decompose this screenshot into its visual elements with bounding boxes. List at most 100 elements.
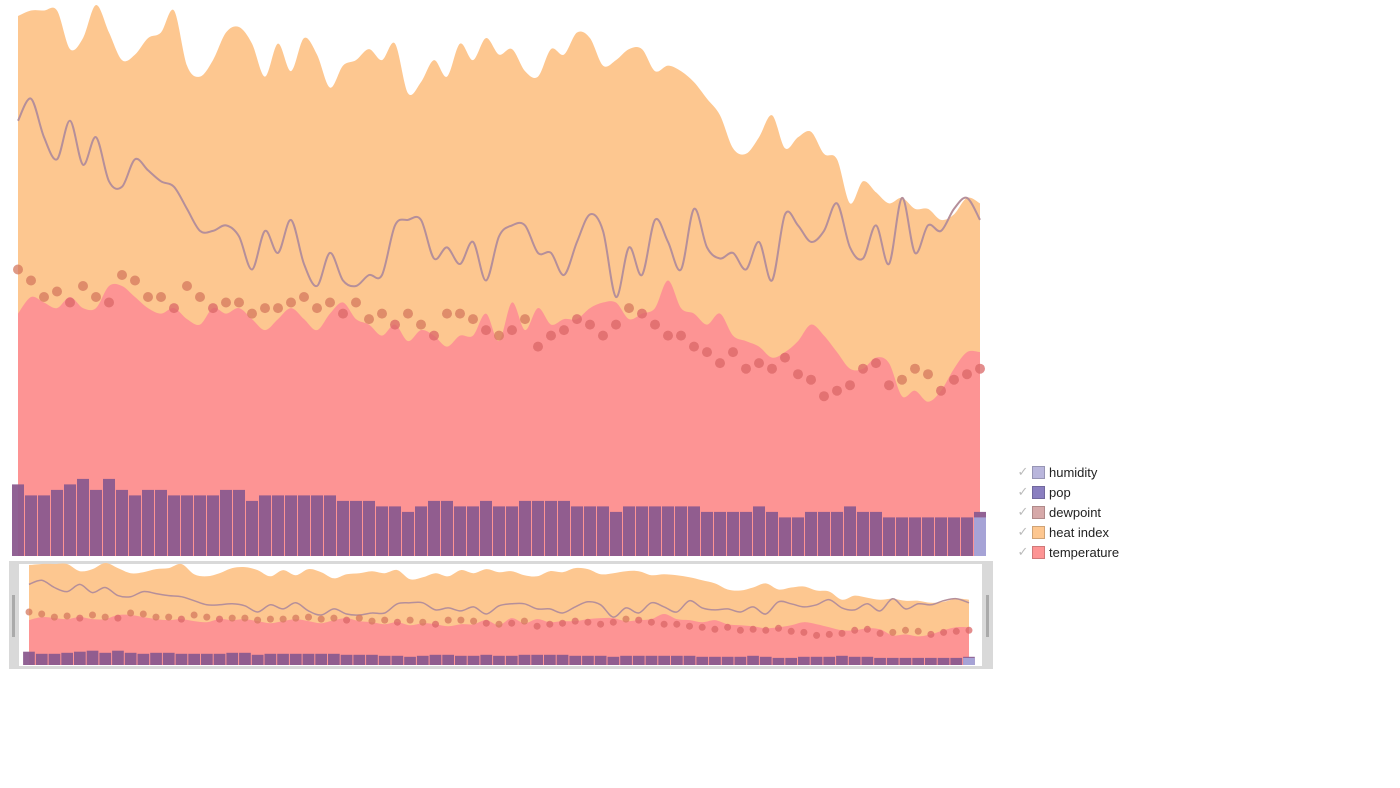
dewpoint-point[interactable] (533, 622, 541, 630)
dewpoint-point[interactable] (13, 264, 23, 275)
dewpoint-point[interactable] (416, 319, 426, 330)
dewpoint-point[interactable] (143, 292, 153, 302)
dewpoint-point[interactable] (286, 297, 296, 308)
dewpoint-point[interactable] (663, 330, 673, 341)
pop-bar[interactable] (935, 517, 947, 556)
pop-bar[interactable] (302, 653, 315, 665)
pop-bar[interactable] (518, 654, 531, 665)
dewpoint-point[interactable] (393, 618, 401, 626)
pop-bar[interactable] (649, 506, 661, 556)
pop-bar[interactable] (353, 654, 366, 665)
pop-bar[interactable] (506, 506, 518, 556)
dewpoint-point[interactable] (39, 292, 49, 302)
dewpoint-point[interactable] (571, 617, 579, 625)
dewpoint-point[interactable] (266, 615, 274, 623)
dewpoint-point[interactable] (952, 627, 960, 635)
navigator-right-handle[interactable] (986, 595, 989, 637)
pop-bar[interactable] (909, 517, 921, 556)
dewpoint-point[interactable] (975, 363, 985, 374)
dewpoint-point[interactable] (89, 611, 96, 619)
dewpoint-point[interactable] (647, 618, 655, 626)
dewpoint-point[interactable] (923, 369, 933, 380)
check-icon[interactable]: ✓ (1017, 464, 1029, 479)
pop-bar[interactable] (785, 657, 797, 665)
pop-bar[interactable] (683, 655, 696, 665)
pop-bar[interactable] (740, 511, 752, 556)
dewpoint-point[interactable] (419, 618, 427, 626)
pop-bar[interactable] (246, 500, 258, 556)
legend-item-heat-index[interactable]: ✓ heat index (1016, 522, 1119, 542)
dewpoint-point[interactable] (343, 616, 351, 624)
pop-bar[interactable] (363, 500, 375, 556)
dewpoint-point[interactable] (698, 623, 706, 631)
pop-bar[interactable] (389, 506, 401, 556)
pop-bar[interactable] (714, 511, 726, 556)
dewpoint-point[interactable] (611, 319, 621, 330)
dewpoint-point[interactable] (793, 369, 803, 380)
humidity-bar[interactable] (974, 517, 986, 556)
pop-bar[interactable] (340, 654, 353, 665)
dewpoint-point[interactable] (299, 292, 309, 302)
dewpoint-point[interactable] (775, 624, 782, 632)
pop-bar[interactable] (391, 655, 404, 665)
dewpoint-point[interactable] (260, 303, 270, 314)
pop-bar[interactable] (194, 495, 206, 556)
dewpoint-point[interactable] (736, 626, 744, 634)
dewpoint-point[interactable] (838, 629, 846, 637)
pop-bar[interactable] (874, 657, 886, 665)
pop-bar[interactable] (455, 655, 467, 665)
pop-bar[interactable] (328, 653, 340, 665)
dewpoint-point[interactable] (711, 625, 719, 633)
dewpoint-point[interactable] (741, 363, 751, 374)
pop-bar[interactable] (582, 655, 594, 665)
pop-bar[interactable] (883, 517, 895, 556)
pop-bar[interactable] (671, 655, 683, 665)
dewpoint-point[interactable] (26, 275, 36, 286)
dewpoint-point[interactable] (203, 613, 211, 621)
dewpoint-point[interactable] (889, 628, 897, 636)
pop-bar[interactable] (77, 478, 89, 556)
dewpoint-point[interactable] (673, 620, 681, 628)
pop-bar[interactable] (201, 653, 213, 665)
dewpoint-point[interactable] (559, 619, 566, 627)
dewpoint-point[interactable] (546, 620, 554, 628)
dewpoint-point[interactable] (368, 617, 376, 625)
dewpoint-point[interactable] (482, 619, 490, 627)
check-icon[interactable]: ✓ (1017, 524, 1029, 539)
dewpoint-point[interactable] (457, 616, 465, 624)
dewpoint-point[interactable] (351, 297, 361, 308)
dewpoint-point[interactable] (914, 627, 922, 635)
pop-bar[interactable] (493, 655, 505, 665)
pop-bar[interactable] (836, 655, 848, 665)
check-icon[interactable]: ✓ (1017, 504, 1029, 519)
pop-bar[interactable] (912, 657, 924, 665)
pop-bar[interactable] (922, 517, 934, 556)
dewpoint-point[interactable] (330, 614, 338, 622)
pop-bar[interactable] (35, 653, 48, 665)
pop-bar[interactable] (493, 506, 505, 556)
pop-bar[interactable] (937, 657, 950, 665)
pop-bar[interactable] (925, 657, 937, 665)
pop-bar[interactable] (213, 653, 226, 665)
pop-bar[interactable] (23, 651, 35, 665)
dewpoint-point[interactable] (910, 363, 920, 374)
pop-bar[interactable] (899, 657, 912, 665)
pop-bar[interactable] (378, 655, 391, 665)
pop-bar[interactable] (727, 511, 739, 556)
dewpoint-point[interactable] (76, 614, 84, 622)
pop-bar[interactable] (429, 654, 442, 665)
dewpoint-point[interactable] (52, 286, 62, 297)
dewpoint-point[interactable] (702, 347, 712, 358)
pop-bar[interactable] (607, 656, 620, 665)
pop-bar[interactable] (251, 654, 264, 665)
pop-bar[interactable] (480, 654, 493, 665)
pop-bar[interactable] (162, 652, 175, 665)
dewpoint-point[interactable] (355, 614, 363, 622)
pop-bar[interactable] (129, 495, 141, 556)
pop-bar[interactable] (950, 657, 963, 665)
pop-bar[interactable] (798, 656, 810, 665)
dewpoint-point[interactable] (832, 385, 842, 396)
pop-bar[interactable] (259, 495, 271, 556)
dewpoint-point[interactable] (686, 622, 693, 630)
legend-item-humidity[interactable]: ✓ humidity (1016, 462, 1119, 482)
